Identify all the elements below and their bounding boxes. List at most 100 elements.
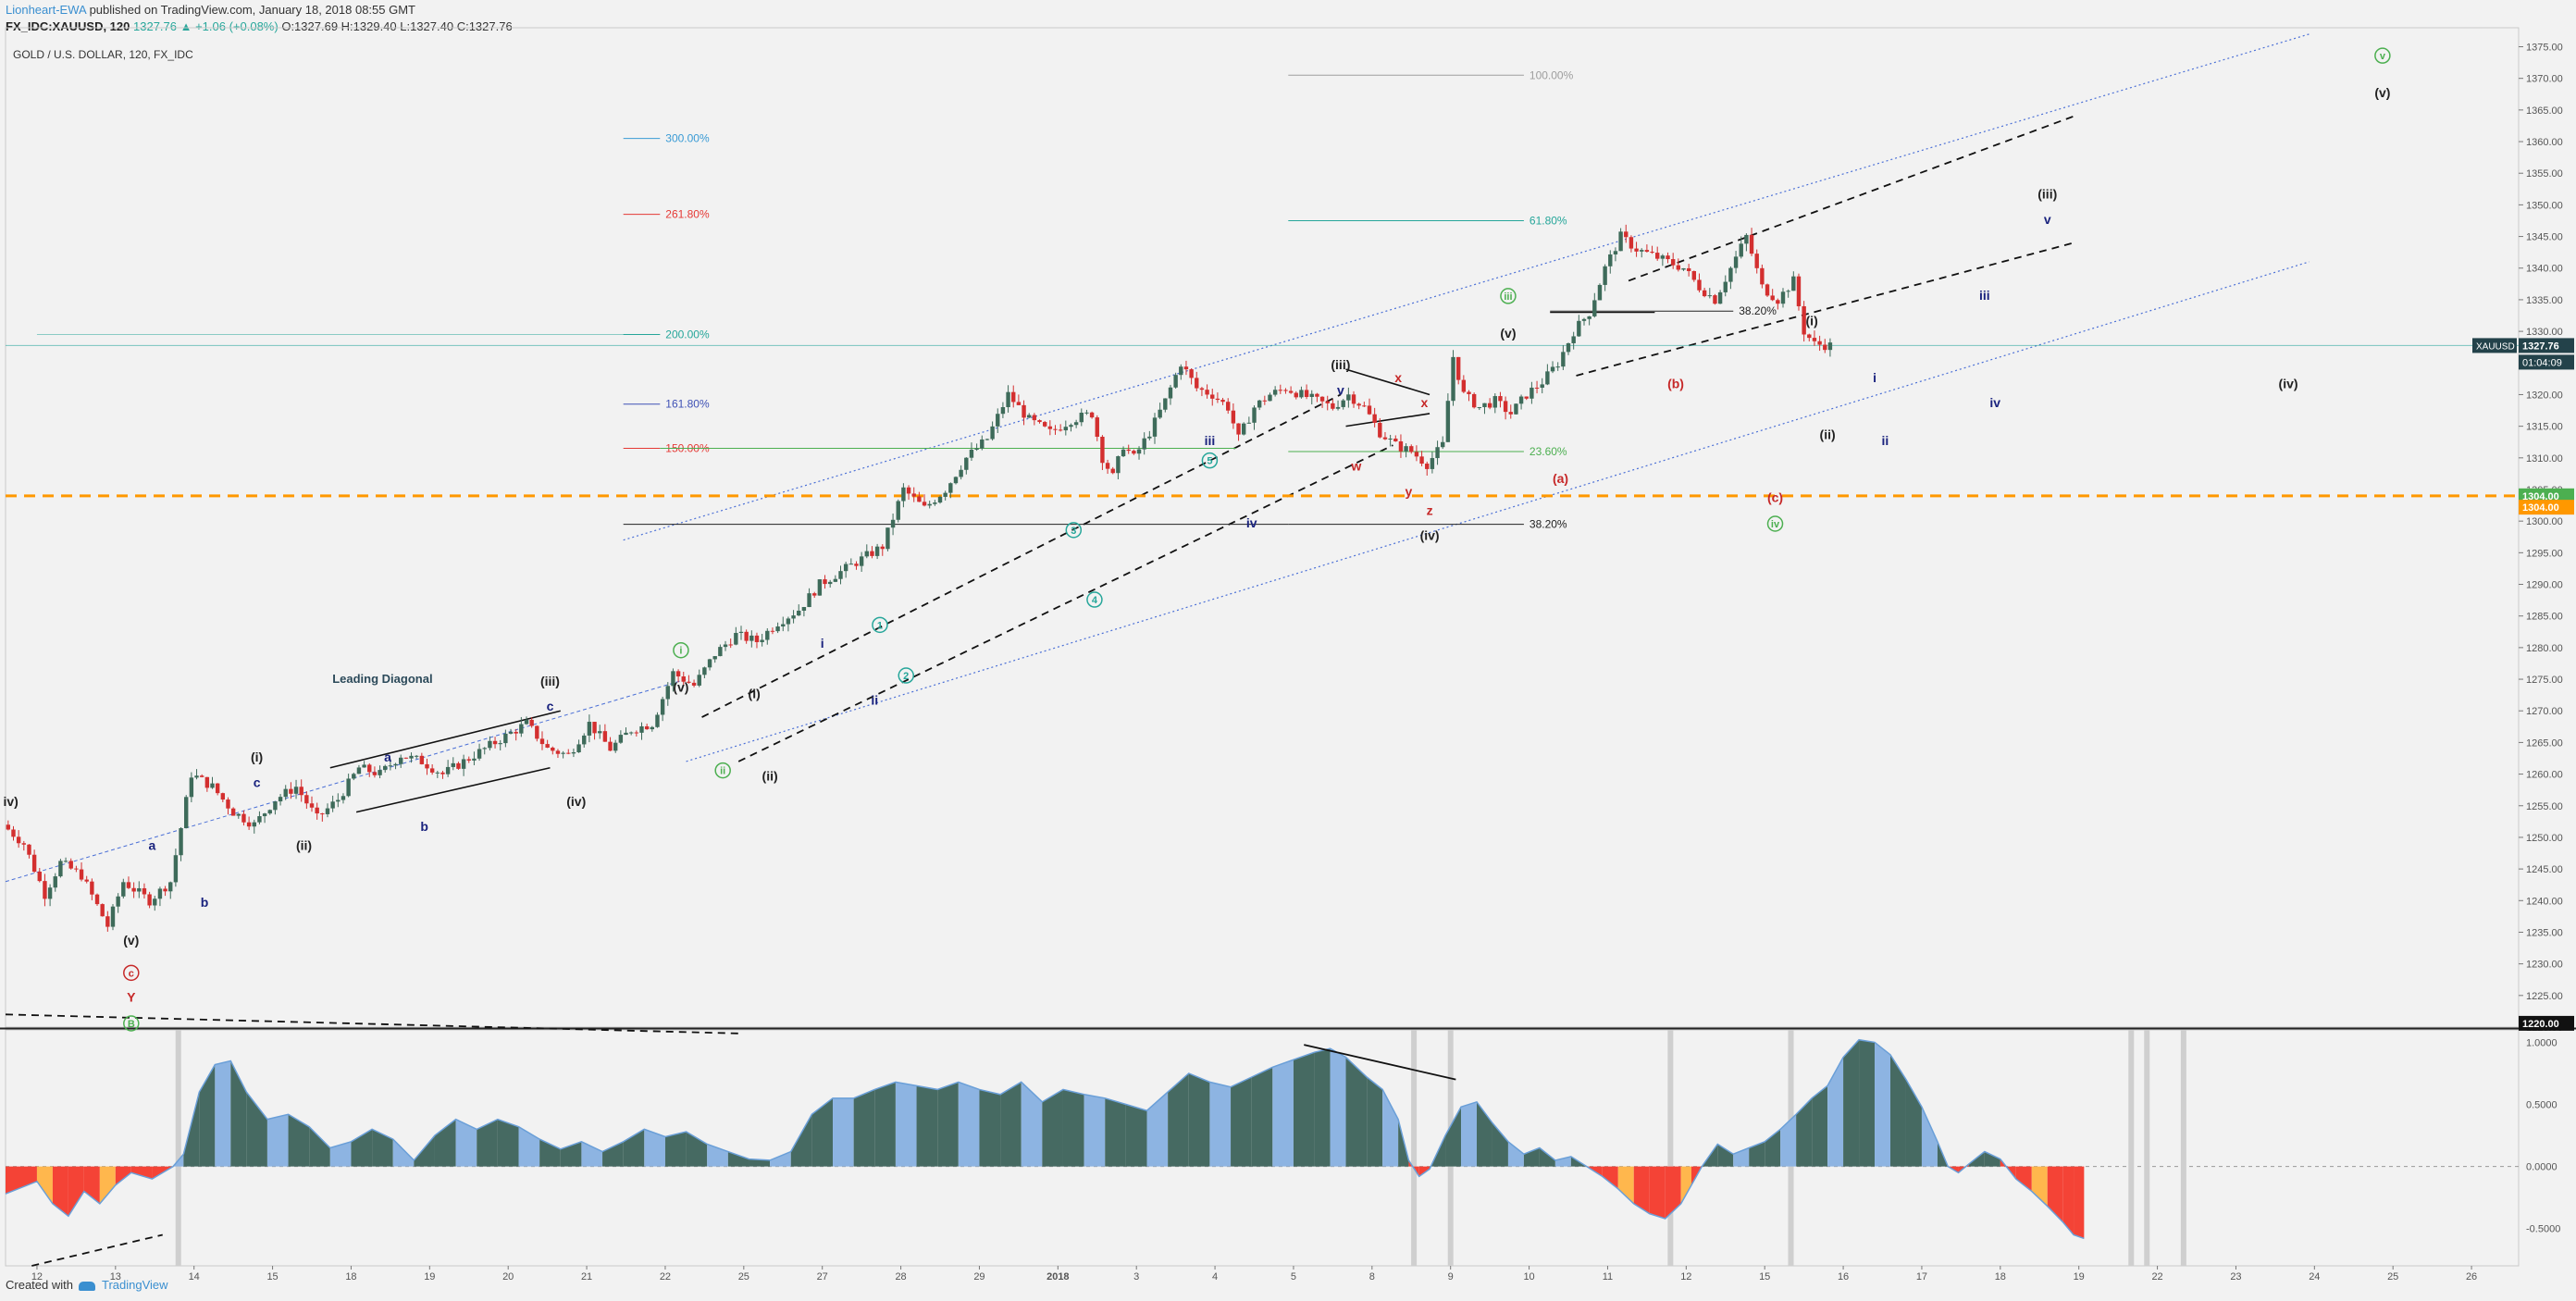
candle-body [315,807,319,814]
candle-body [367,764,372,773]
candle-body [267,810,272,814]
y-tick-label: 1230.00 [2526,960,2563,971]
candle-body [47,887,53,899]
candle-body [498,743,502,745]
candle-body [1691,270,1697,280]
candle-body [1577,320,1581,337]
osc-area-segment [1251,1067,1273,1167]
tradingview-link[interactable]: TradingView [101,1278,168,1292]
osc-area-segment [2047,1166,2063,1223]
fib-label: 261.80% [665,208,710,221]
candle-body [1027,415,1032,418]
wave-label-circle [123,1015,140,1032]
candle-body [901,487,906,502]
osc-area-segment [581,1141,603,1167]
candle-body [1812,338,1817,341]
candle-body [624,732,628,736]
y-tick-label: 1285.00 [2526,612,2563,623]
fib-label: 300.00% [665,132,710,145]
candle-body [870,551,874,556]
wave-label: a [149,838,156,853]
candle-body [419,755,425,764]
wave-label: i [821,636,824,650]
candle-body [90,881,94,895]
author-link[interactable]: Lionheart-EWA [6,3,86,17]
candle-body [1545,371,1550,385]
candle-body [199,775,204,777]
candle-body [859,556,864,566]
price-tag-last: 1327.76 [2522,341,2559,352]
candle-body [1105,463,1110,469]
candle-body [1707,295,1712,297]
candle-body [147,894,152,906]
candle-body [539,738,545,745]
osc-area-segment [215,1060,231,1167]
candle-body [524,719,529,725]
wave-label: (c) [1767,490,1783,505]
channel-black-upper [701,393,1342,718]
wave-label: c [547,699,554,713]
annotation-leading-diagonal: Leading Diagonal [332,672,432,686]
wave-label: i [679,646,682,657]
y-tick-label: 1240.00 [2526,896,2563,907]
wave-label: (v) [2374,85,2390,100]
candle-body [142,887,147,895]
candle-body [650,726,655,730]
candle-body [671,671,675,687]
candle-body [644,725,650,730]
osc-area-segment [979,1089,1001,1167]
wave-label-circle [1065,522,1083,539]
wave-label: iv [1246,515,1257,530]
symbol-name: FX_IDC:XAUUSD, 120 [6,19,130,33]
candle-body [1136,449,1142,454]
candle-body [1713,295,1717,304]
candle-body [1571,336,1576,343]
x-tick-label: 28 [895,1271,906,1282]
osc-area-segment [1125,1104,1147,1167]
candle-body [838,571,843,579]
candle-body [618,735,624,743]
candle-body [1770,295,1775,301]
fib-label: 61.80% [1530,214,1567,227]
candle-body [812,593,817,596]
osc-y-tick-label: 1.0000 [2526,1037,2557,1048]
candle-body [990,426,995,440]
symbol-info: FX_IDC:XAUUSD, 120 1327.76 ▲ +1.06 (+0.0… [6,19,513,33]
osc-y-tick-label: 0.0000 [2526,1162,2557,1173]
x-tick-label: 4 [1212,1271,1218,1282]
osc-area-segment [130,1166,153,1180]
wave-label-circle [123,964,140,982]
candle-body [1776,300,1780,304]
osc-signal-bar [2180,1030,2186,1266]
osc-area-segment [602,1141,624,1167]
osc-area-segment [916,1085,938,1167]
candle-body [94,894,100,905]
candle-body [1168,387,1173,399]
wave-label: b [201,895,209,910]
candle-body [969,449,974,458]
osc-area-segment [309,1126,330,1167]
candle-body [79,869,84,880]
candle-body [801,607,807,611]
x-tick-label: 14 [189,1271,200,1282]
candle-body [383,765,388,771]
osc-area-segment [1617,1166,1634,1204]
osc-area-segment [958,1082,980,1167]
candle-body [1152,417,1158,437]
candle-body [330,801,335,809]
y-tick-label: 1235.00 [2526,927,2563,938]
osc-area-segment [497,1119,519,1167]
wave-label: (v) [673,680,688,695]
osc-signal-bar [1667,1030,1674,1266]
candle-body [1530,387,1534,399]
osc-area-segment [372,1129,393,1167]
candle-body [1378,422,1382,438]
osc-area-segment [1445,1107,1462,1167]
osc-area-segment [1717,1144,1734,1167]
wave-label: v [1337,382,1344,397]
candle-body [1780,291,1786,304]
candle-body [378,770,382,775]
candle-body [1032,415,1037,421]
candle-body [974,448,979,450]
